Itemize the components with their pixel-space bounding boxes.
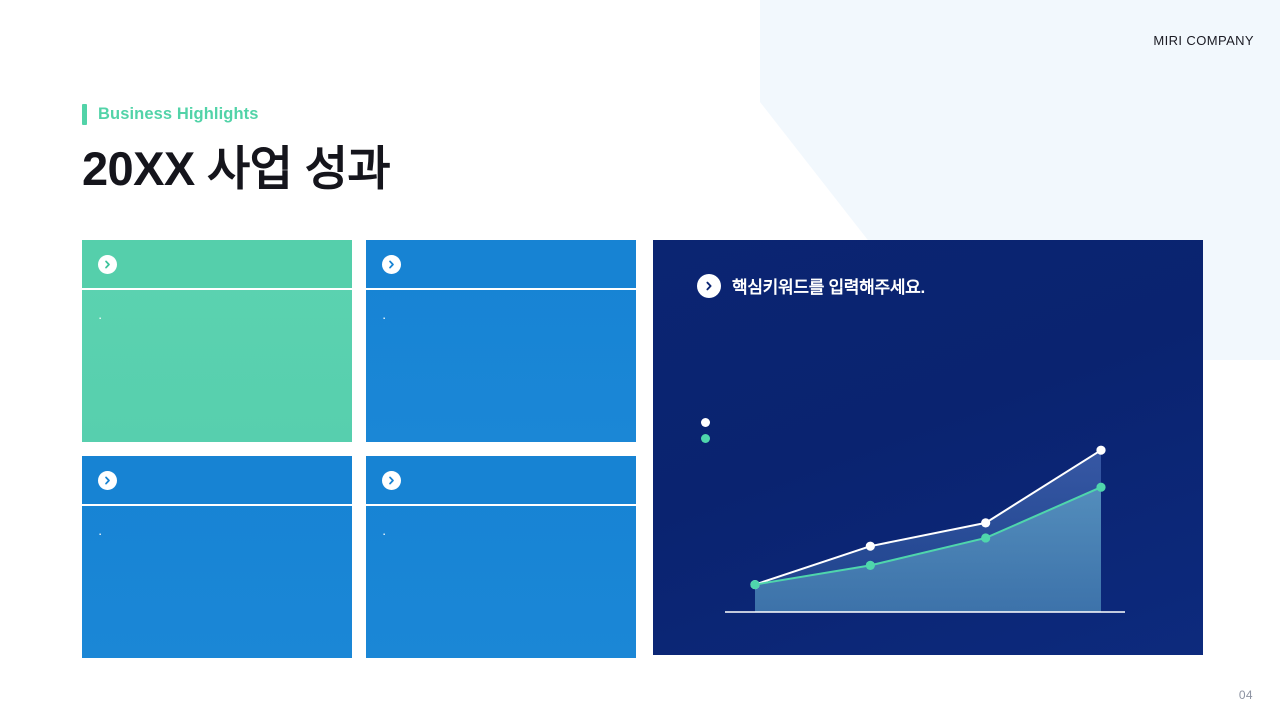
- kpi-card: [366, 240, 636, 442]
- data-point: [865, 560, 875, 570]
- data-point: [1096, 445, 1106, 455]
- panel-title: 핵심키워드를 입력해주세요.: [732, 278, 925, 297]
- kpi-card-body: [82, 290, 352, 442]
- kpi-card-header: [366, 456, 636, 506]
- data-point: [1096, 482, 1106, 492]
- page-title: 20XX 사업 성과: [82, 142, 391, 195]
- line-series-2: [754, 486, 1102, 586]
- line-series-1: [754, 449, 1102, 586]
- kpi-card: [366, 456, 636, 658]
- data-point: [750, 579, 760, 590]
- legend-color-dot: [701, 418, 710, 427]
- data-point: [865, 541, 875, 551]
- data-point: [981, 533, 991, 543]
- chevron-right-icon: [382, 254, 401, 274]
- eyebrow-row: Business Highlights: [82, 104, 390, 125]
- panel-header: 핵심키워드를 입력해주세요.: [653, 240, 1203, 298]
- legend-color-dot: [701, 434, 710, 443]
- legend-item: [701, 434, 718, 443]
- legend-item: [701, 418, 718, 427]
- kpi-card-value: [98, 432, 336, 442]
- eyebrow-label: Business Highlights: [98, 105, 259, 123]
- kpi-card-value: [382, 648, 620, 658]
- kpi-card-header: [82, 240, 352, 290]
- kpi-card: [82, 240, 352, 442]
- eyebrow-accent-bar: [82, 104, 87, 125]
- kpi-card: [82, 456, 352, 658]
- page-number: 04: [1238, 688, 1253, 702]
- kpi-card-value: [98, 648, 336, 658]
- chart-legend: [701, 418, 718, 450]
- kpi-card-body: [82, 506, 352, 658]
- chevron-right-icon: [697, 273, 721, 298]
- kpi-card-value: [382, 432, 620, 442]
- kpi-card-header: [366, 240, 636, 290]
- title-block: Business Highlights 20XX 사업 성과: [82, 104, 391, 196]
- kpi-card-grid: [82, 240, 636, 658]
- area-fill-series-2: [755, 487, 1101, 612]
- chevron-right-icon: [382, 470, 401, 490]
- data-point: [981, 518, 991, 528]
- company-name: MIRI COMPANY: [1153, 33, 1254, 48]
- kpi-card-body: [366, 290, 636, 442]
- kpi-card-body: [366, 506, 636, 658]
- area-chart: [725, 445, 1125, 613]
- chevron-right-icon: [98, 254, 117, 274]
- kpi-card-header: [82, 456, 352, 506]
- chevron-right-icon: [98, 470, 117, 490]
